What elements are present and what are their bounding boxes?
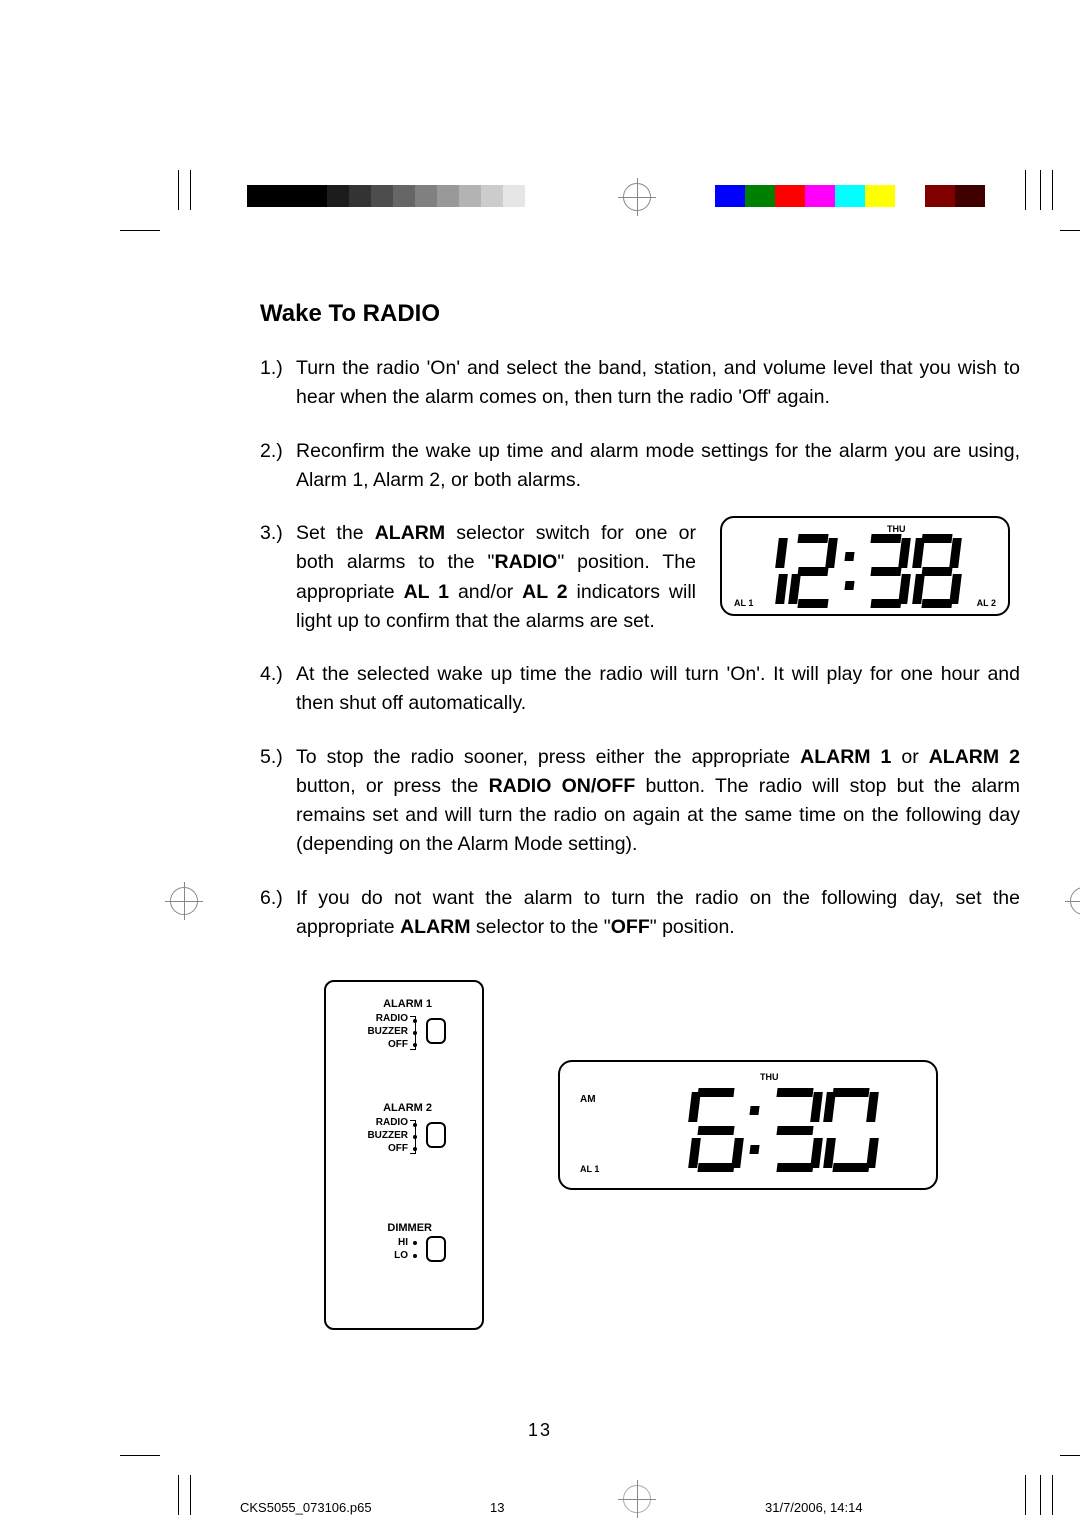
lcd-al2-indicator: AL 2 bbox=[977, 598, 996, 608]
crop-mark bbox=[1040, 1475, 1041, 1515]
digit-2 bbox=[790, 534, 836, 608]
colon-icon bbox=[841, 534, 859, 608]
list-item: 2.) Reconfirm the wake up time and alarm… bbox=[260, 437, 1020, 496]
item-text: Turn the radio 'On' and select the band,… bbox=[296, 357, 1020, 408]
grayscale-calibration-bar bbox=[247, 185, 547, 207]
switch-option-radio: RADIO bbox=[344, 1012, 408, 1025]
crop-mark bbox=[1060, 1455, 1080, 1456]
alarm2-title: ALARM 2 bbox=[344, 1102, 468, 1114]
list-item: 5.) To stop the radio sooner, press eith… bbox=[260, 743, 1020, 860]
crop-mark bbox=[1052, 170, 1053, 210]
crop-mark bbox=[190, 1475, 191, 1515]
dimmer-switch[interactable] bbox=[426, 1236, 446, 1262]
footer-filename: CKS5055_073106.p65 bbox=[240, 1500, 372, 1515]
crop-mark bbox=[120, 1455, 160, 1456]
page-number: 13 bbox=[528, 1420, 552, 1441]
registration-mark-icon bbox=[170, 887, 198, 915]
list-item: 6.) If you do not want the alarm to turn… bbox=[260, 884, 1020, 943]
crop-mark bbox=[1040, 170, 1041, 210]
lcd-al1-indicator: AL 1 bbox=[580, 1164, 599, 1174]
crop-mark bbox=[190, 170, 191, 210]
registration-mark-icon bbox=[623, 183, 651, 211]
list-item: 4.) At the selected wake up time the rad… bbox=[260, 660, 1020, 719]
digit-6 bbox=[690, 1088, 742, 1172]
dimmer-title: DIMMER bbox=[344, 1222, 468, 1234]
digit-8 bbox=[914, 534, 960, 608]
switch-option-hi: HI bbox=[344, 1236, 408, 1249]
crop-mark bbox=[1025, 170, 1026, 210]
colon-icon bbox=[746, 1088, 764, 1172]
lcd-day-label: THU bbox=[760, 1072, 779, 1082]
crop-mark bbox=[1052, 1475, 1053, 1515]
lcd-display-630: THU AM AL 1 bbox=[558, 1060, 938, 1190]
switch-option-buzzer: BUZZER bbox=[344, 1129, 408, 1142]
lcd-am-indicator: AM bbox=[580, 1094, 596, 1105]
digit-3 bbox=[769, 1088, 821, 1172]
footer-page: 13 bbox=[490, 1500, 504, 1515]
footer-date: 31/7/2006, 14:14 bbox=[765, 1500, 863, 1515]
list-item: 1.) Turn the radio 'On' and select the b… bbox=[260, 354, 1020, 413]
lcd-al1-indicator: AL 1 bbox=[734, 598, 753, 608]
alarm1-title: ALARM 1 bbox=[344, 998, 468, 1010]
switch-option-radio: RADIO bbox=[344, 1116, 408, 1129]
item-number: 6.) bbox=[260, 884, 283, 913]
crop-mark bbox=[178, 170, 179, 210]
section-heading: Wake To RADIO bbox=[260, 300, 1020, 328]
switch-option-off: OFF bbox=[344, 1142, 408, 1155]
alarm2-switch[interactable] bbox=[426, 1122, 446, 1148]
lcd-day-label: THU bbox=[887, 524, 906, 534]
switch-option-lo: LO bbox=[344, 1249, 408, 1262]
digit-0 bbox=[825, 1088, 877, 1172]
item-text: Reconfirm the wake up time and alarm mod… bbox=[296, 440, 1020, 491]
instruction-list: 1.) Turn the radio 'On' and select the b… bbox=[260, 354, 1020, 942]
item-number: 3.) bbox=[260, 519, 283, 548]
alarm1-switch[interactable] bbox=[426, 1018, 446, 1044]
color-calibration-bar bbox=[715, 185, 985, 207]
crop-mark bbox=[178, 1475, 179, 1515]
lcd-display-1238: THU AL 1 AL 2 bbox=[720, 516, 1010, 616]
item-number: 1.) bbox=[260, 354, 283, 383]
item-text: At the selected wake up time the radio w… bbox=[296, 663, 1020, 714]
page-content: Wake To RADIO 1.) Turn the radio 'On' an… bbox=[260, 300, 1020, 966]
crop-mark bbox=[1025, 1475, 1026, 1515]
item-number: 2.) bbox=[260, 437, 283, 466]
digit-3 bbox=[863, 534, 909, 608]
item-number: 4.) bbox=[260, 660, 283, 689]
digit-1 bbox=[762, 534, 786, 608]
registration-mark-icon bbox=[623, 1485, 651, 1513]
item-number: 5.) bbox=[260, 743, 283, 772]
switch-option-buzzer: BUZZER bbox=[344, 1025, 408, 1038]
crop-mark bbox=[120, 230, 160, 231]
registration-mark-icon bbox=[1070, 887, 1080, 915]
crop-mark bbox=[1060, 230, 1080, 231]
alarm-switch-panel: ALARM 1 RADIO BUZZER OFF ALARM 2 RADIO B… bbox=[324, 980, 484, 1330]
switch-option-off: OFF bbox=[344, 1038, 408, 1051]
